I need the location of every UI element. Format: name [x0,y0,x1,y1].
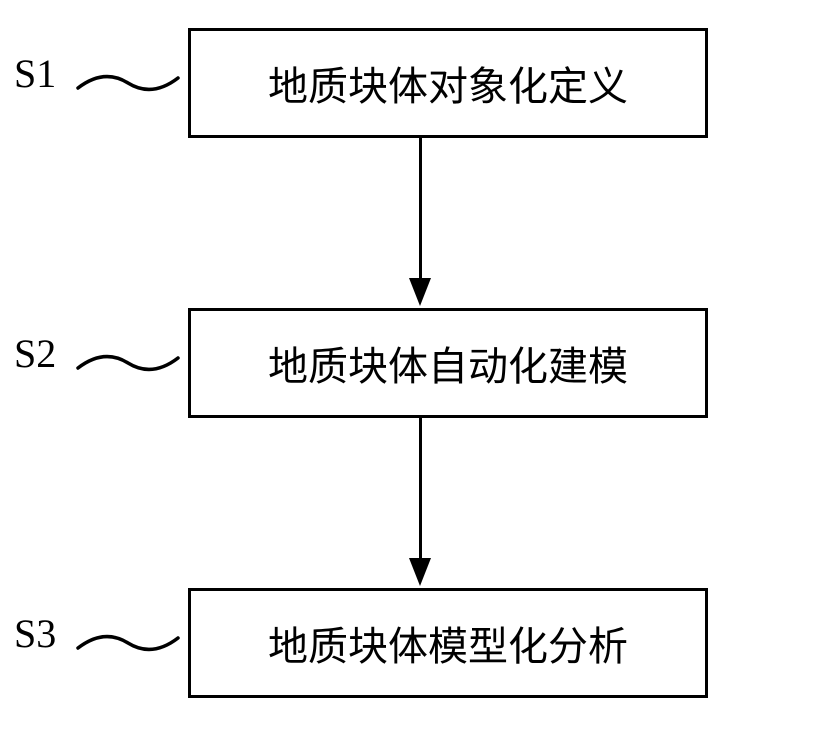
tilde-icon [74,68,182,98]
arrow-line-2 [419,418,422,560]
arrow-head-2 [409,558,431,586]
step-text: 地质块体模型化分析 [268,614,628,672]
step-label-text: S3 [14,610,56,657]
tilde-icon [74,628,182,658]
arrow-head-1 [409,278,431,306]
step-label-text: S1 [14,50,56,97]
step-label-text: S2 [14,330,56,377]
flowchart-canvas: S1 地质块体对象化定义 S2 地质块体自动化建模 S3 地质块体模型化分析 [0,0,814,731]
step-label-s2: S2 [14,330,56,377]
step-box-s3: 地质块体模型化分析 [188,588,708,698]
tilde-icon [74,348,182,378]
step-label-s3: S3 [14,610,56,657]
step-text: 地质块体对象化定义 [268,54,628,112]
step-box-s1: 地质块体对象化定义 [188,28,708,138]
step-box-s2: 地质块体自动化建模 [188,308,708,418]
arrow-line-1 [419,138,422,280]
step-label-s1: S1 [14,50,56,97]
step-text: 地质块体自动化建模 [268,334,628,392]
